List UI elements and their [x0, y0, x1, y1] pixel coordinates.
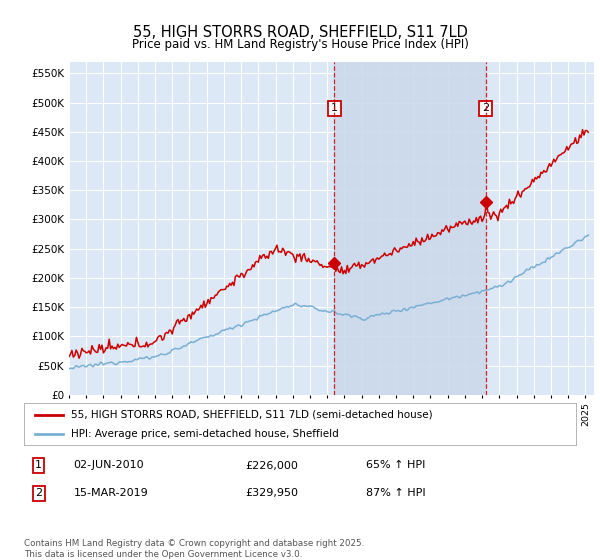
Text: Contains HM Land Registry data © Crown copyright and database right 2025.
This d: Contains HM Land Registry data © Crown c…: [24, 539, 364, 559]
Text: 55, HIGH STORRS ROAD, SHEFFIELD, S11 7LD (semi-detached house): 55, HIGH STORRS ROAD, SHEFFIELD, S11 7LD…: [71, 409, 433, 419]
Text: 15-MAR-2019: 15-MAR-2019: [74, 488, 148, 498]
Bar: [334, 62, 486, 395]
Text: 1: 1: [331, 104, 338, 113]
Text: Price paid vs. HM Land Registry's House Price Index (HPI): Price paid vs. HM Land Registry's House …: [131, 38, 469, 51]
Text: 55, HIGH STORRS ROAD, SHEFFIELD, S11 7LD: 55, HIGH STORRS ROAD, SHEFFIELD, S11 7LD: [133, 25, 467, 40]
Text: £329,950: £329,950: [245, 488, 298, 498]
Text: 2: 2: [35, 488, 42, 498]
Text: 2: 2: [482, 104, 489, 113]
Text: 65% ↑ HPI: 65% ↑ HPI: [366, 460, 425, 470]
Text: 87% ↑ HPI: 87% ↑ HPI: [366, 488, 426, 498]
Text: £226,000: £226,000: [245, 460, 298, 470]
Text: HPI: Average price, semi-detached house, Sheffield: HPI: Average price, semi-detached house,…: [71, 429, 338, 439]
Text: 1: 1: [35, 460, 42, 470]
Text: 02-JUN-2010: 02-JUN-2010: [74, 460, 145, 470]
